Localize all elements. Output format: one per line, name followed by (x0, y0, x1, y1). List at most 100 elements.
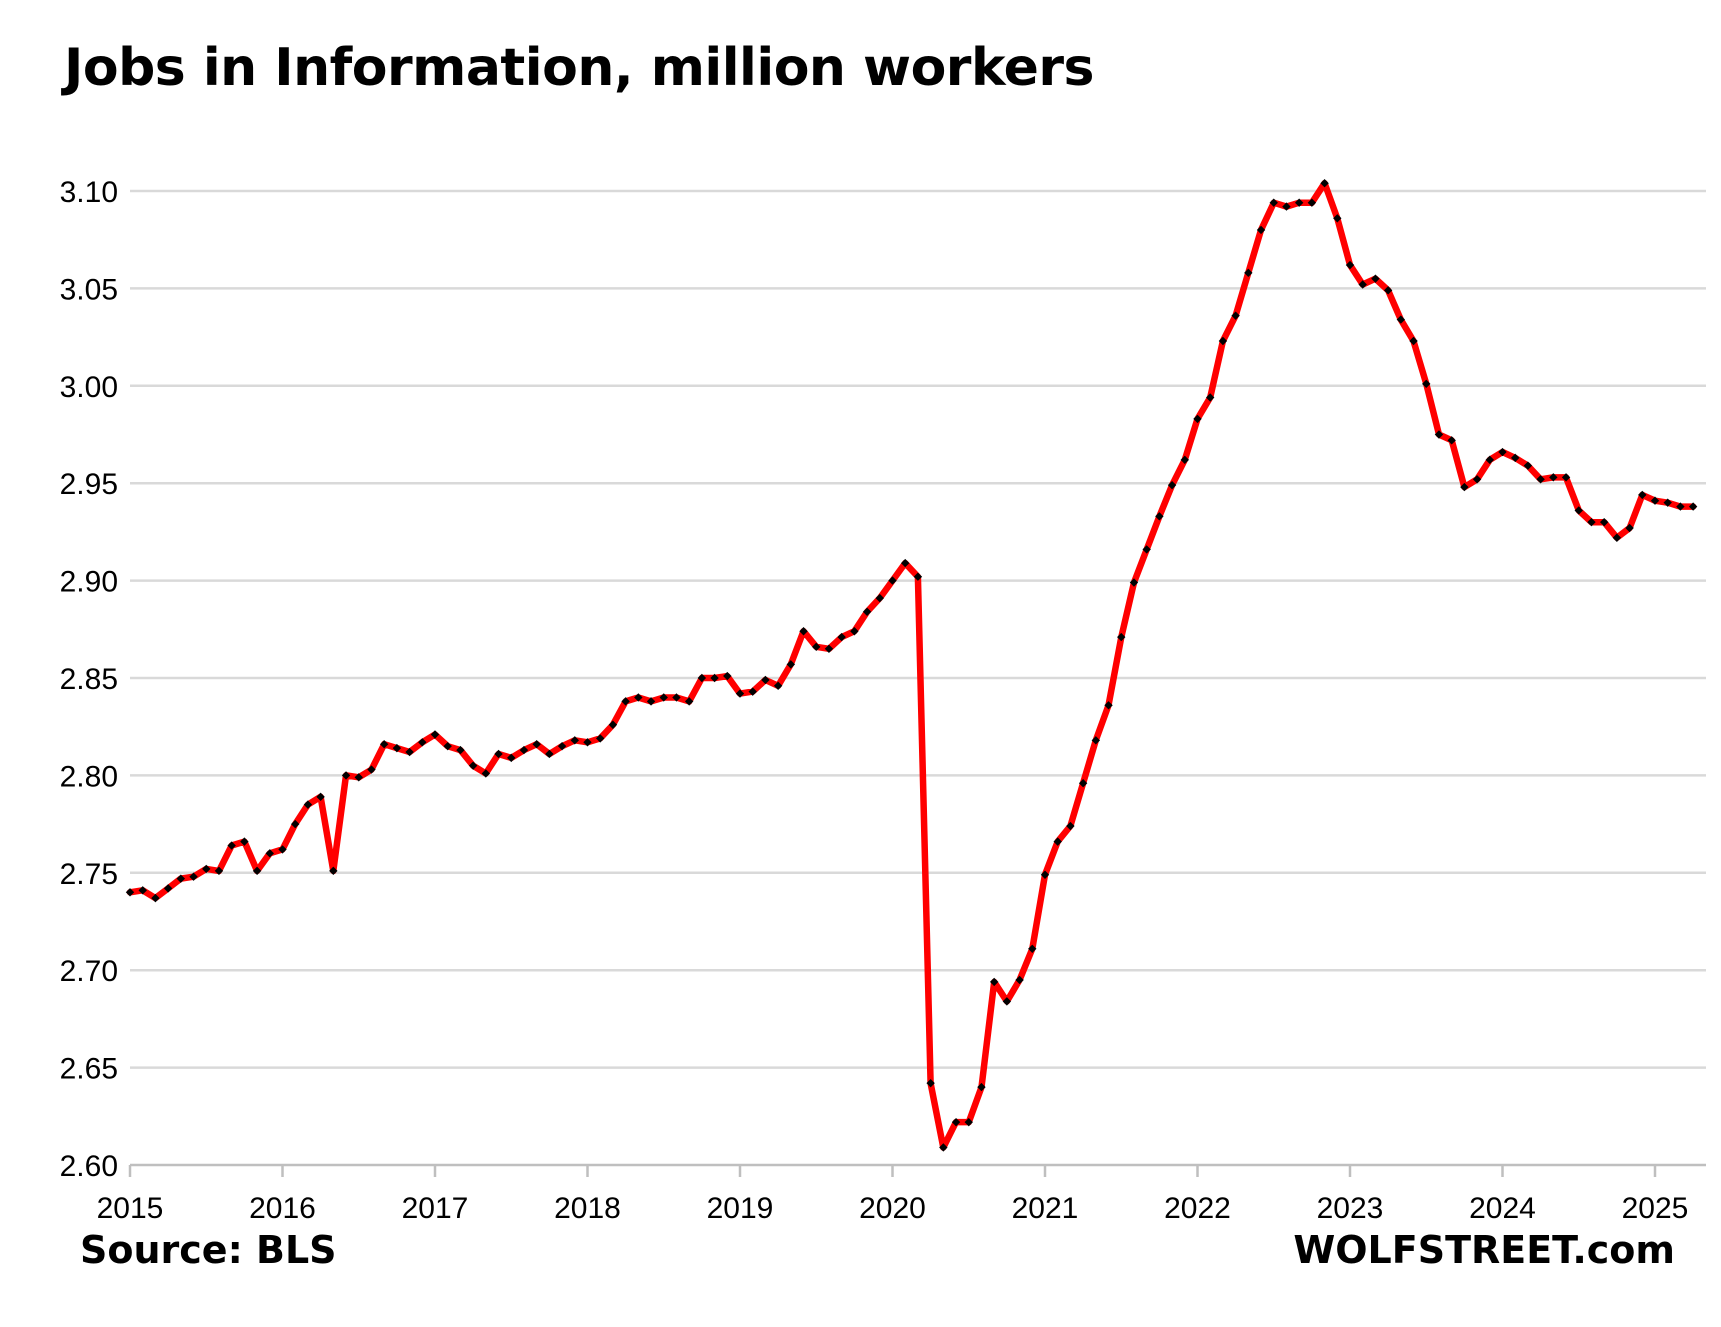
y-tick-label: 2.90 (60, 566, 118, 599)
data-point (138, 886, 147, 895)
data-point (596, 734, 605, 743)
data-point (710, 673, 719, 683)
data-point (1269, 198, 1278, 207)
y-tick-label: 2.75 (60, 858, 118, 891)
data-point (964, 1117, 973, 1127)
data-point (1256, 225, 1266, 235)
data-point (1053, 837, 1062, 846)
data-point (1091, 736, 1101, 745)
data-point (1218, 336, 1228, 346)
data-point (329, 866, 338, 876)
x-tick-label: 2023 (1317, 1192, 1384, 1225)
data-point (761, 675, 770, 685)
data-point (481, 769, 491, 778)
data-point (1688, 502, 1698, 511)
data-point (1396, 315, 1406, 324)
y-tick-label: 3.00 (60, 371, 118, 404)
data-point (1320, 179, 1329, 188)
data-point (812, 642, 821, 652)
data-point (1574, 506, 1583, 515)
chart-title: Jobs in Information, million workers (64, 38, 1095, 98)
data-point (379, 740, 389, 749)
data-point (621, 697, 630, 706)
data-point (303, 800, 313, 809)
data-point (939, 1143, 948, 1152)
data-point (151, 893, 160, 903)
data-point (951, 1117, 961, 1127)
y-tick-label: 2.70 (60, 955, 118, 988)
data-point (1434, 430, 1444, 439)
data-point (176, 874, 186, 883)
data-point (786, 660, 796, 669)
data-point (1117, 632, 1126, 642)
data-point (1040, 870, 1050, 879)
data-point (1485, 455, 1494, 465)
data-point (227, 841, 236, 850)
data-point (392, 743, 402, 753)
data-point (1536, 475, 1545, 484)
data-point (418, 738, 427, 747)
data-point (443, 741, 452, 751)
data-point (1650, 496, 1660, 505)
y-tick-label: 2.95 (60, 468, 118, 501)
data-point (1409, 336, 1418, 346)
y-tick-label: 2.60 (60, 1150, 118, 1183)
data-point (862, 607, 872, 616)
data-point (1294, 198, 1304, 207)
series-line (126, 179, 1697, 1151)
data-point (1028, 944, 1037, 953)
data-point (1676, 502, 1685, 511)
data-point (1206, 393, 1215, 402)
data-point (875, 593, 884, 603)
data-point (1015, 975, 1024, 985)
data-point (316, 792, 325, 802)
data-point (1345, 260, 1355, 270)
data-point (1638, 490, 1647, 500)
x-axis-tick-labels: 2015 2016 2017 2018 2019 2020 2021 2022 2023 2024… (97, 1192, 1689, 1225)
data-point (634, 693, 643, 702)
data-point (1663, 498, 1672, 507)
data-point (1561, 473, 1571, 482)
x-axis (128, 1163, 1706, 1177)
data-point (570, 736, 579, 745)
data-point (507, 753, 516, 763)
data-point (125, 888, 135, 897)
data-point (202, 864, 211, 874)
data-point (468, 761, 478, 770)
data-point (557, 741, 567, 751)
data-point (1193, 414, 1202, 424)
data-point (748, 687, 757, 696)
data-point (1371, 274, 1380, 283)
data-point (1358, 280, 1367, 289)
y-tick-label: 3.05 (60, 273, 118, 306)
data-point (684, 697, 694, 706)
data-point (1472, 475, 1482, 484)
data-point (494, 749, 503, 759)
data-point (659, 693, 668, 702)
series-layer (125, 179, 1698, 1152)
data-point (1155, 512, 1164, 521)
data-point (977, 1082, 986, 1092)
data-point (608, 720, 618, 729)
data-point (913, 572, 923, 581)
y-tick-label: 2.85 (60, 663, 118, 696)
data-point (1307, 198, 1317, 207)
data-point (1180, 455, 1189, 465)
data-point (888, 576, 897, 585)
data-point (1460, 482, 1469, 492)
data-point (1599, 517, 1609, 527)
x-tick-label: 2020 (859, 1192, 926, 1225)
data-point (1244, 268, 1253, 278)
data-point (672, 693, 681, 702)
x-tick-label: 2021 (1012, 1192, 1079, 1225)
data-point (456, 745, 465, 755)
source-label: Source: BLS (80, 1228, 337, 1272)
data-point (367, 765, 376, 774)
data-point (1422, 379, 1431, 389)
data-point (430, 730, 440, 739)
data-point (837, 632, 846, 642)
x-tick-label: 2018 (554, 1192, 621, 1225)
data-point (926, 1078, 935, 1088)
data-point (1129, 578, 1139, 587)
data-point (1511, 453, 1520, 463)
